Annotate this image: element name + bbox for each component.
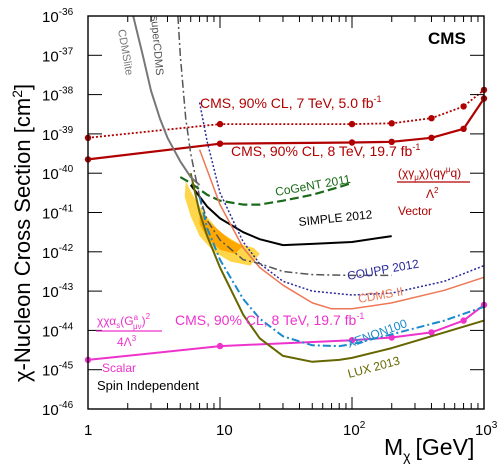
y-tick-label: 10-42	[42, 243, 74, 262]
series-line-5	[198, 102, 485, 296]
series-1-point-2	[348, 139, 356, 146]
x-tick-label: 1	[84, 422, 92, 439]
scalar-operator: χχαs(Ga μν)2 4Λ3 Scalar	[96, 312, 162, 375]
label-coupp: COUPP 2012	[346, 257, 420, 283]
series-0-point-4	[428, 115, 435, 122]
y-tick-label: 10-40	[42, 164, 74, 183]
label-cms-7tev: CMS, 90% CL, 7 TeV, 5.0 fb-1	[200, 94, 382, 111]
svg-text:(χγμχ)(qγμq): (χγμχ)(qγμq)	[398, 165, 461, 182]
y-tick-label: 10-43	[42, 282, 74, 301]
series-1-point-1	[216, 140, 224, 147]
series-2-point-4	[428, 329, 435, 336]
x-tick-label: 102	[343, 420, 366, 439]
y-tick-label: 10-38	[42, 86, 74, 105]
series-0-point-1	[216, 120, 224, 128]
label-cms-8tev-scalar: CMS, 90% CL, 8 TeV, 19.7 fb-1	[175, 311, 364, 328]
series-1-point-4	[428, 134, 435, 141]
series-2-point-2	[348, 337, 356, 344]
label-simple: SIMPLE 2012	[298, 207, 373, 229]
series-2-point-3	[388, 334, 395, 341]
y-tick-label: 10-41	[42, 204, 74, 223]
label-spin-independent: Spin Independent	[97, 378, 199, 393]
label-scalar: Scalar	[102, 361, 136, 375]
series-0-point-5	[460, 103, 467, 110]
x-axis-title: Mχ [GeV]	[384, 434, 474, 464]
series-1-point-3	[388, 138, 395, 145]
axes: 1 10 102 103 10-46 10-45 10-44 10-43 10-42 10-41 1…	[42, 7, 498, 439]
y-tick-label: 10-46	[42, 400, 74, 419]
series-line-7	[198, 196, 485, 348]
series-line-10	[177, 15, 392, 277]
x-tick-label: 103	[475, 420, 498, 439]
label-cdms2: CDMS II	[357, 284, 404, 306]
y-tick-label: 10-39	[42, 125, 74, 144]
y-tick-label: 10-36	[42, 7, 74, 26]
y-tick-label: 10-37	[42, 46, 74, 65]
label-supercdms: superCDMS	[148, 15, 165, 76]
series-2-point-5	[460, 317, 467, 324]
x-tick-label: 10	[216, 422, 233, 439]
svg-text:4Λ3: 4Λ3	[117, 334, 137, 349]
series-line-6	[198, 149, 485, 310]
y-tick-label: 10-45	[42, 361, 74, 380]
experiment-label: CMS	[428, 29, 466, 48]
y-tick-label: 10-44	[42, 321, 74, 340]
series-line-9	[132, 15, 201, 186]
vector-operator: (χγμχ)(qγμq) Λ2 Vector	[397, 165, 470, 218]
series-0-point-3	[388, 120, 395, 127]
exclusion-curves	[84, 15, 488, 364]
series-line-8	[189, 172, 485, 363]
y-axis-title: χ-Nucleon Cross Section [cm2]	[9, 84, 35, 382]
svg-text:Λ2: Λ2	[426, 186, 439, 201]
series-line-4	[189, 184, 392, 247]
label-cms-8tev: CMS, 90% CL, 8 TeV, 19.7 fb-1	[231, 142, 420, 159]
region-1	[199, 212, 244, 254]
series-line-3	[179, 176, 353, 206]
label-cdmslite: CDMSlite	[115, 28, 135, 76]
label-vector: Vector	[398, 204, 432, 218]
label-cogent: CoGeNT 2011	[274, 172, 352, 199]
series-1-point-5	[460, 125, 467, 132]
series-2-point-1	[216, 342, 224, 350]
series-0-point-2	[348, 120, 356, 128]
